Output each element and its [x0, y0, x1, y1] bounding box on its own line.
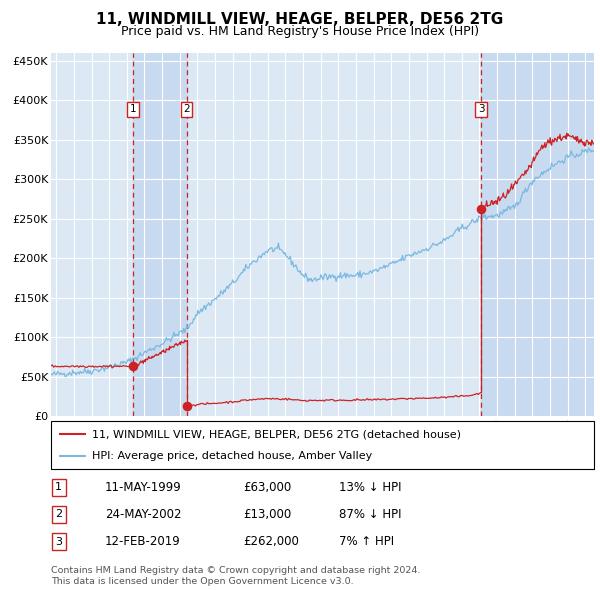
Text: 1: 1 [55, 483, 62, 492]
Text: 2: 2 [55, 510, 62, 519]
Text: 3: 3 [478, 104, 485, 114]
Point [476, 205, 486, 214]
Text: 3: 3 [55, 537, 62, 546]
Text: 24-MAY-2002: 24-MAY-2002 [105, 508, 182, 521]
Text: 7% ↑ HPI: 7% ↑ HPI [339, 535, 394, 548]
Bar [481, 53, 594, 416]
Text: 1: 1 [130, 104, 136, 114]
Text: 87% ↓ HPI: 87% ↓ HPI [339, 508, 401, 521]
Text: 11, WINDMILL VIEW, HEAGE, BELPER, DE56 2TG: 11, WINDMILL VIEW, HEAGE, BELPER, DE56 2… [97, 12, 503, 27]
Text: 11-MAY-1999: 11-MAY-1999 [105, 481, 182, 494]
Text: Contains HM Land Registry data © Crown copyright and database right 2024.
This d: Contains HM Land Registry data © Crown c… [51, 566, 421, 586]
Bar [133, 53, 187, 416]
Text: Price paid vs. HM Land Registry's House Price Index (HPI): Price paid vs. HM Land Registry's House … [121, 25, 479, 38]
Text: 13% ↓ HPI: 13% ↓ HPI [339, 481, 401, 494]
Point [182, 401, 191, 411]
Text: £262,000: £262,000 [243, 535, 299, 548]
Text: HPI: Average price, detached house, Amber Valley: HPI: Average price, detached house, Ambe… [92, 451, 372, 461]
Text: £63,000: £63,000 [243, 481, 291, 494]
Text: 11, WINDMILL VIEW, HEAGE, BELPER, DE56 2TG (detached house): 11, WINDMILL VIEW, HEAGE, BELPER, DE56 2… [92, 429, 461, 439]
Point [128, 362, 138, 371]
Text: 2: 2 [183, 104, 190, 114]
Text: 12-FEB-2019: 12-FEB-2019 [105, 535, 181, 548]
Text: £13,000: £13,000 [243, 508, 291, 521]
